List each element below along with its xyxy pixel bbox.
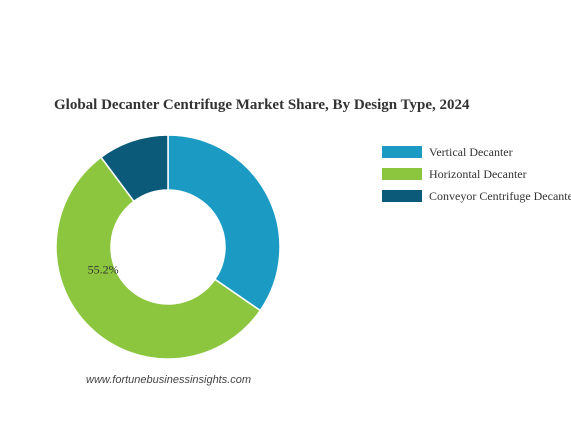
legend-item-vertical-decanter[interactable]: Vertical Decanter bbox=[382, 141, 571, 163]
legend-swatch bbox=[382, 146, 422, 158]
source-watermark: www.fortunebusinessinsights.com bbox=[86, 374, 252, 386]
slice-vertical-decanter[interactable] bbox=[167, 134, 281, 312]
legend-item-horizontal-decanter[interactable]: Horizontal Decanter bbox=[382, 163, 571, 185]
legend-label: Conveyor Centrifuge Decanter bbox=[429, 188, 571, 203]
legend-item-conveyor-centrifuge-decanter[interactable]: Conveyor Centrifuge Decanter bbox=[382, 185, 571, 207]
legend-label: Vertical Decanter bbox=[429, 144, 513, 159]
legend-label: Horizontal Decanter bbox=[429, 166, 527, 181]
data-label: 55.2% bbox=[88, 262, 119, 276]
slice-conveyor-centrifuge-decanter[interactable] bbox=[99, 134, 169, 203]
slice-horizontal-decanter[interactable] bbox=[55, 156, 262, 360]
chart-title: Global Decanter Centrifuge Market Share,… bbox=[54, 97, 470, 113]
chart-legend: Vertical Decanter Horizontal Decanter Co… bbox=[382, 141, 571, 207]
legend-swatch bbox=[382, 190, 422, 202]
legend-swatch bbox=[382, 168, 422, 180]
